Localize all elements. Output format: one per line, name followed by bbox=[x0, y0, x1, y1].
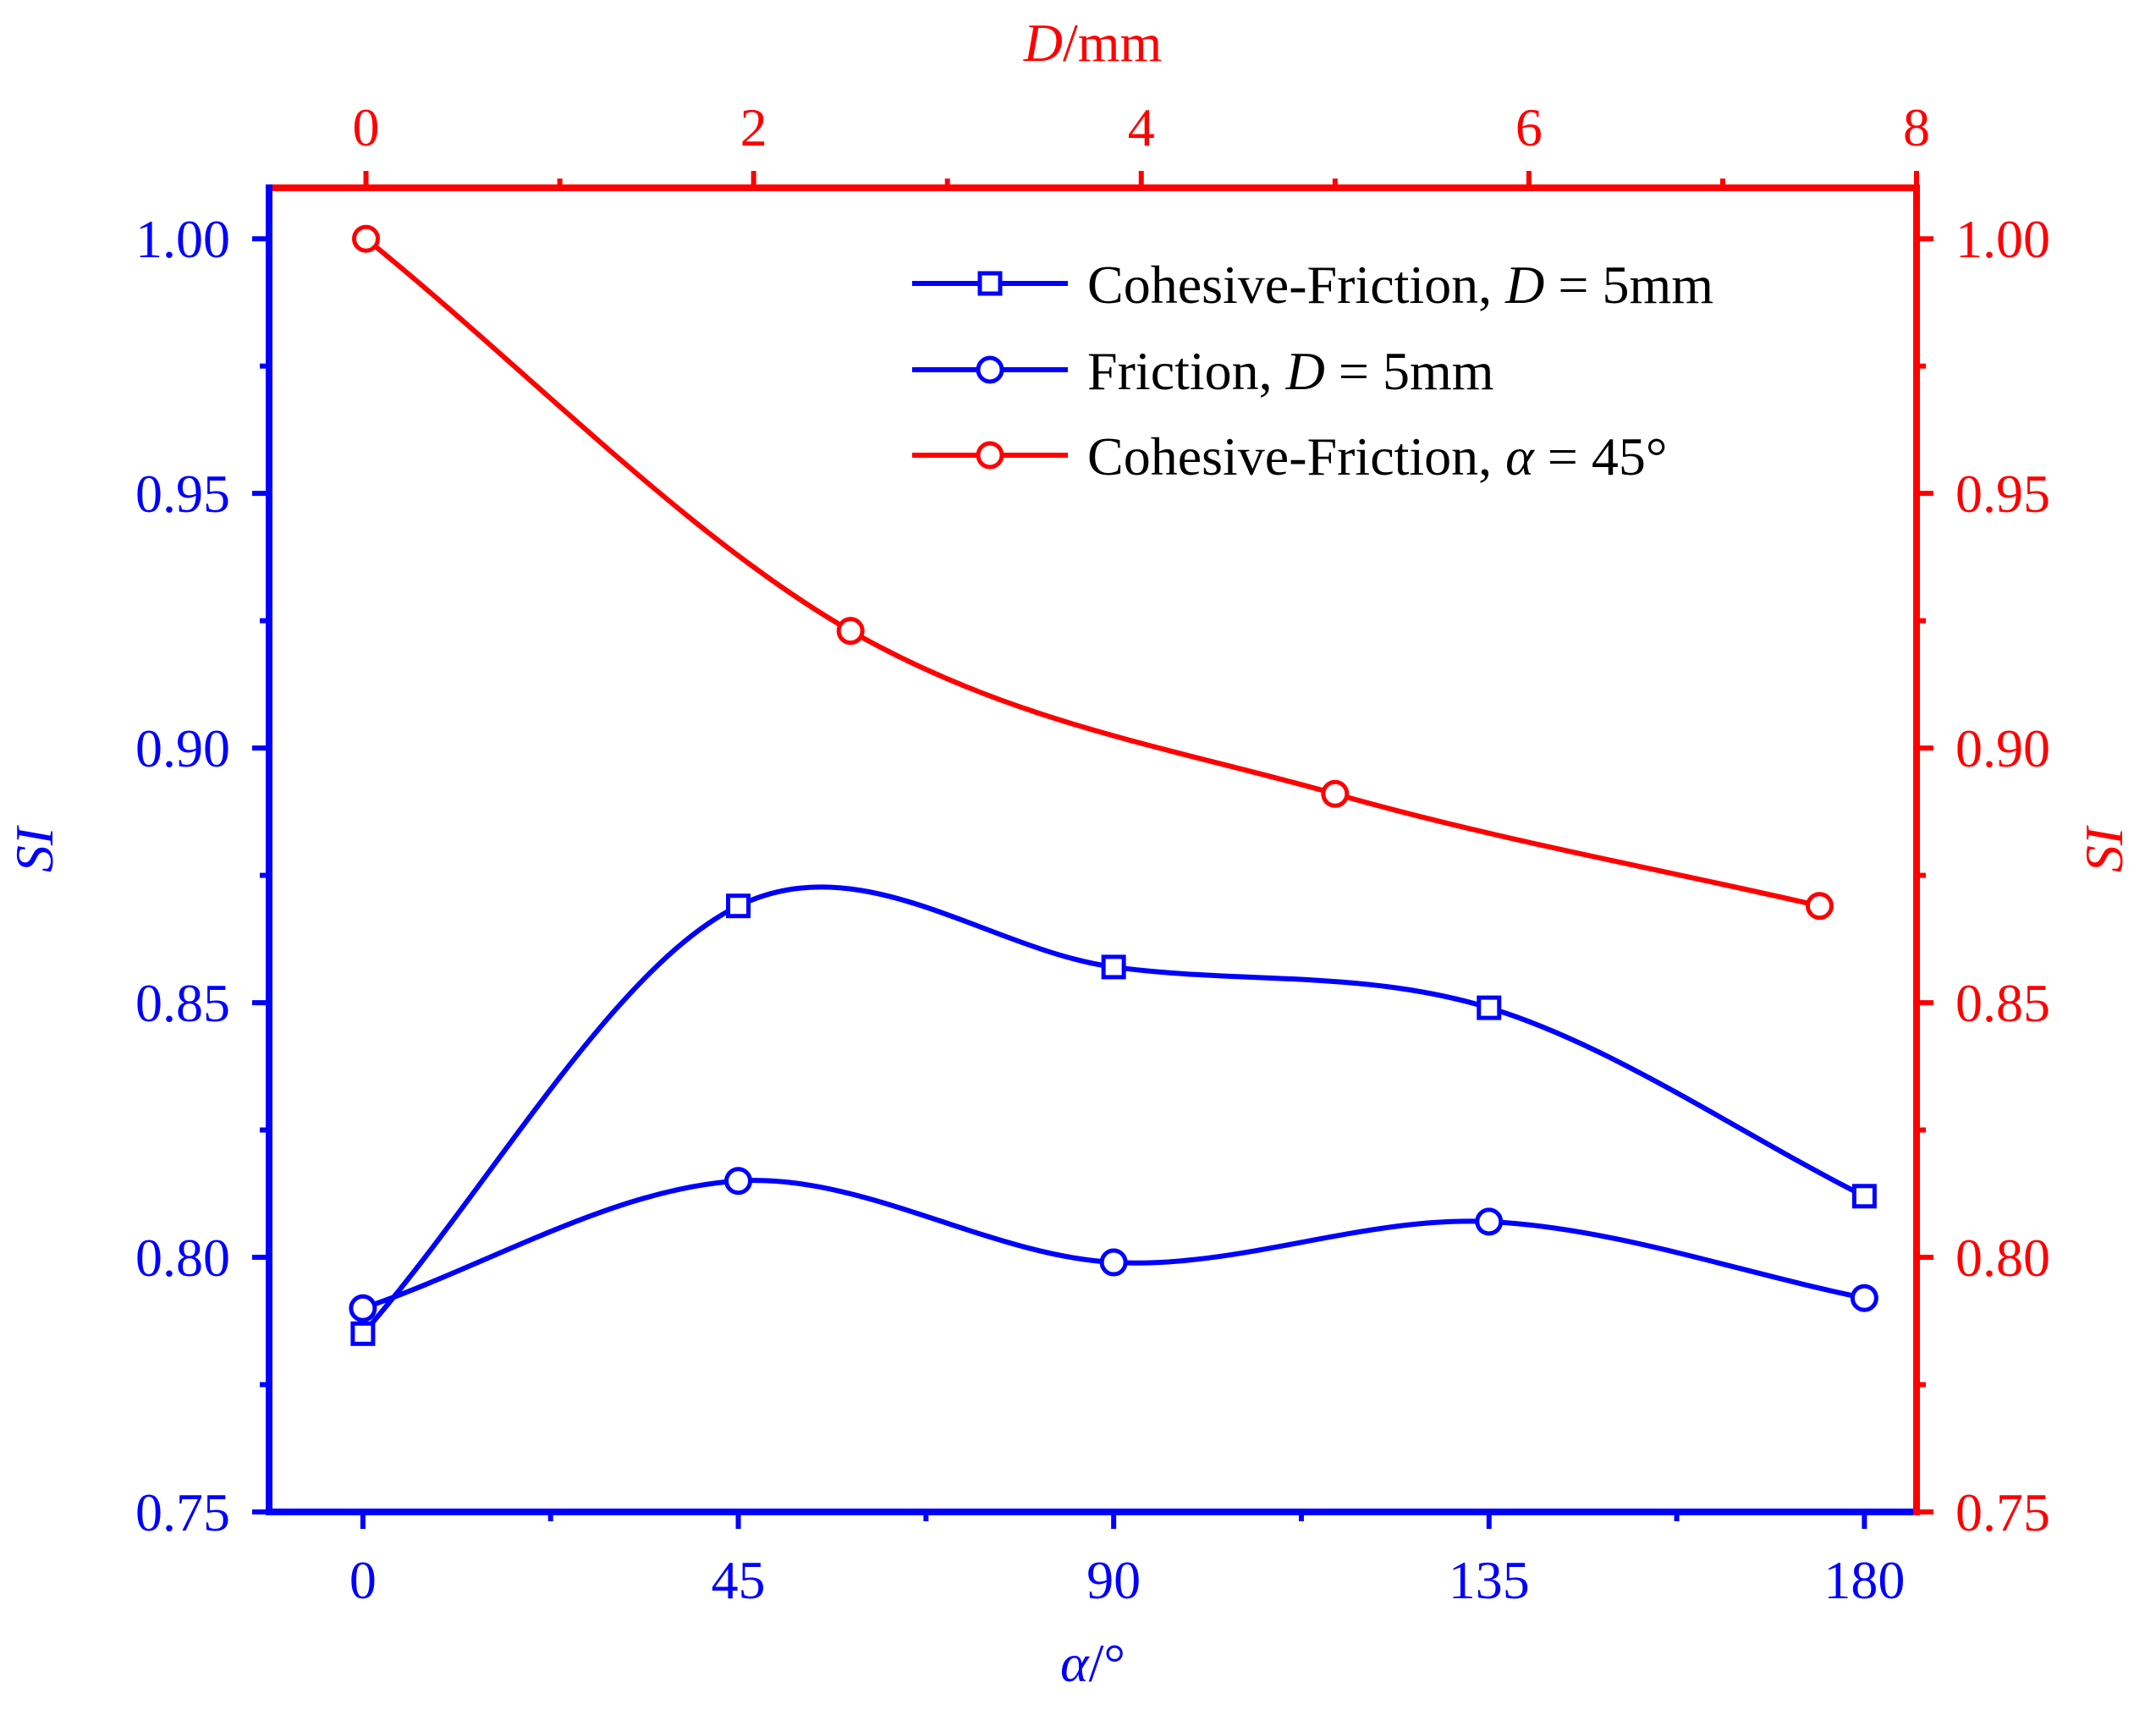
y-left-tick-label: 0.85 bbox=[135, 973, 230, 1033]
series-2-point-1 bbox=[349, 1294, 377, 1322]
series-3-point-1 bbox=[352, 224, 381, 253]
series-3-point-4 bbox=[1805, 892, 1834, 921]
series-1-point-2 bbox=[726, 893, 751, 919]
series-1-point-3 bbox=[1101, 954, 1126, 980]
y-right-tick-label: 0.75 bbox=[1955, 1482, 2050, 1542]
y-right-tick-label: 0.80 bbox=[1955, 1228, 2050, 1288]
series-2-point-4 bbox=[1475, 1207, 1504, 1236]
x-top-tick-label: 6 bbox=[1515, 97, 1543, 157]
x-bottom-tick-label: 90 bbox=[1086, 1550, 1141, 1610]
y-right-tick-label: 1.00 bbox=[1955, 209, 2050, 269]
series-2-point-2 bbox=[724, 1167, 753, 1196]
legend-entry-1: Cohesive-Friction, D = 5mm bbox=[912, 255, 1713, 315]
legend-marker-2 bbox=[976, 355, 1004, 384]
y-left-tick-label: 0.90 bbox=[135, 718, 230, 778]
legend-marker-1 bbox=[977, 271, 1003, 296]
series-1-line bbox=[360, 884, 1866, 1336]
legend-label-var: D bbox=[1504, 255, 1544, 315]
x-bottom-tick-label: 0 bbox=[349, 1550, 377, 1610]
legend-label-suffix: = 45° bbox=[1534, 426, 1668, 486]
legend-label-3: Cohesive-Friction, α = 45° bbox=[1087, 426, 1667, 486]
y-right-tick-label: 0.95 bbox=[1955, 464, 2050, 524]
legend-label-suffix: = 5mm bbox=[1544, 255, 1713, 315]
x-bottom-axis-unit: /° bbox=[1089, 1633, 1125, 1693]
y-left-axis-title: SI bbox=[4, 825, 64, 872]
legend-marker-3 bbox=[976, 441, 1004, 470]
legend-label-prefix: Friction, bbox=[1087, 341, 1286, 401]
x-bottom-tick-label: 180 bbox=[1823, 1550, 1905, 1610]
series-1-point-4 bbox=[1477, 995, 1502, 1020]
series-1-point-5 bbox=[1851, 1184, 1877, 1209]
series-2-point-3 bbox=[1099, 1248, 1128, 1277]
series-3-point-3 bbox=[1321, 779, 1350, 808]
axis-ticks: 0 45 90 135 180 0 2 4 6 8 0.75 0.80 0.85 0.90 0.95 1.00… bbox=[135, 97, 2050, 1610]
series-layer bbox=[349, 224, 1878, 1346]
legend-label-prefix: Cohesive-Friction, bbox=[1087, 426, 1505, 486]
x-top-axis-title: D/mm bbox=[1023, 13, 1163, 73]
x-top-tick-label: 0 bbox=[353, 97, 380, 157]
series-3 bbox=[352, 224, 1834, 921]
y-left-tick-label: 0.80 bbox=[135, 1228, 230, 1288]
legend-label-2: Friction, D = 5mm bbox=[1087, 341, 1494, 401]
series-1 bbox=[350, 884, 1877, 1346]
x-bottom-tick-label: 45 bbox=[712, 1550, 766, 1610]
x-bottom-tick-label: 135 bbox=[1449, 1550, 1530, 1610]
y-right-tick-label: 0.85 bbox=[1955, 973, 2050, 1033]
x-bottom-axis-var: α bbox=[1060, 1633, 1090, 1693]
x-top-tick-label: 8 bbox=[1903, 97, 1930, 157]
x-top-axis-unit: /mm bbox=[1063, 13, 1162, 73]
y-left-tick-label: 1.00 bbox=[135, 209, 230, 269]
y-right-tick-label: 0.90 bbox=[1955, 718, 2050, 778]
x-top-axis-var: D bbox=[1023, 13, 1063, 73]
x-top-tick-label: 4 bbox=[1128, 97, 1155, 157]
legend-label-1: Cohesive-Friction, D = 5mm bbox=[1087, 255, 1713, 315]
legend-label-suffix: = 5mm bbox=[1325, 341, 1494, 401]
legend-entry-2: Friction, D = 5mm bbox=[912, 341, 1494, 401]
y-right-axis-title: SI bbox=[2074, 825, 2134, 872]
legend-entry-3: Cohesive-Friction, α = 45° bbox=[912, 426, 1667, 486]
plot-frame bbox=[266, 184, 1920, 1515]
y-left-tick-label: 0.75 bbox=[135, 1482, 230, 1542]
legend-label-var: D bbox=[1285, 341, 1325, 401]
series-3-line bbox=[364, 236, 1821, 909]
y-left-tick-label: 0.95 bbox=[135, 464, 230, 524]
x-bottom-axis-title: α/° bbox=[1060, 1633, 1125, 1693]
series-3-point-2 bbox=[836, 617, 865, 646]
series-2-line bbox=[361, 1178, 1865, 1311]
series-2-point-5 bbox=[1850, 1284, 1878, 1312]
legend-label-var: α bbox=[1505, 426, 1535, 486]
series-2 bbox=[349, 1167, 1878, 1322]
series-1-point-1 bbox=[350, 1321, 376, 1346]
x-top-tick-label: 2 bbox=[740, 97, 767, 157]
legend-label-prefix: Cohesive-Friction, bbox=[1087, 255, 1505, 315]
